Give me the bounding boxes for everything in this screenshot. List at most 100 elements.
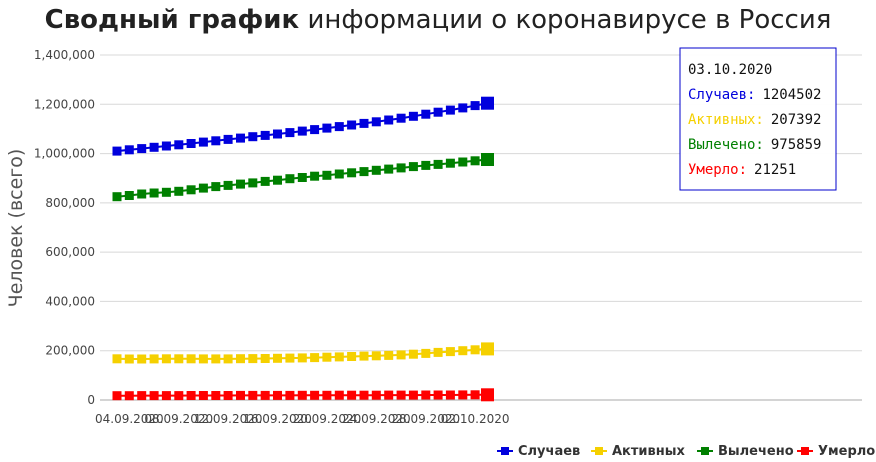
data-point[interactable] [137,144,147,154]
data-point[interactable] [186,185,196,195]
data-point[interactable] [334,122,344,132]
data-point[interactable] [285,128,295,138]
data-point[interactable] [359,167,369,177]
data-point[interactable] [236,354,245,364]
data-point[interactable] [359,351,369,361]
data-point[interactable] [137,189,147,199]
data-point[interactable] [297,353,307,363]
data-point[interactable] [174,186,184,196]
data-point[interactable] [359,118,369,128]
data-point[interactable] [433,347,443,357]
data-point[interactable] [384,390,394,400]
data-point[interactable] [322,352,332,362]
data-point[interactable] [297,390,307,400]
data-point[interactable] [149,188,159,198]
data-point[interactable] [310,353,320,363]
data-point[interactable] [285,353,295,363]
data-point[interactable] [248,132,258,142]
data-point[interactable] [334,352,344,362]
data-point[interactable] [174,140,184,150]
data-point[interactable] [124,354,134,364]
data-point[interactable] [359,390,369,400]
data-point[interactable] [408,390,418,400]
data-point[interactable] [211,136,221,146]
data-point[interactable] [421,390,431,400]
data-point[interactable] [481,342,494,356]
data-point[interactable] [223,134,233,144]
data-point[interactable] [334,169,344,179]
data-point[interactable] [297,126,307,136]
data-point[interactable] [198,137,208,147]
data-point[interactable] [421,348,431,358]
data-point[interactable] [112,146,122,156]
data-point[interactable] [112,192,122,202]
data-point[interactable] [458,346,468,356]
data-point[interactable] [124,191,134,200]
data-point[interactable] [322,170,332,180]
data-point[interactable] [458,390,468,400]
data-point[interactable] [310,125,320,135]
data-point[interactable] [112,391,122,401]
data-point[interactable] [260,354,270,363]
data-point[interactable] [198,183,208,193]
data-point[interactable] [371,351,381,361]
data-point[interactable] [347,390,357,400]
data-point[interactable] [458,157,468,167]
data-point[interactable] [273,175,282,185]
data-point[interactable] [470,345,480,355]
data-point[interactable] [273,129,282,139]
data-point[interactable] [223,354,233,364]
legend-item[interactable]: Случаев [497,444,580,459]
data-point[interactable] [396,163,406,173]
data-point[interactable] [273,390,282,400]
data-point[interactable] [384,350,394,360]
data-point[interactable] [396,113,406,123]
data-point[interactable] [236,390,245,400]
data-point[interactable] [137,354,147,364]
data-point[interactable] [273,353,282,363]
data-point[interactable] [384,164,394,174]
data-point[interactable] [285,174,295,184]
data-point[interactable] [198,354,208,364]
data-point[interactable] [161,141,171,151]
data-point[interactable] [445,158,455,168]
data-point[interactable] [198,391,208,400]
legend-item[interactable]: Вылечено [697,444,794,459]
data-point[interactable] [149,391,159,401]
data-point[interactable] [285,390,295,400]
data-point[interactable] [371,117,381,127]
data-point[interactable] [186,139,196,148]
data-point[interactable] [481,388,494,402]
data-point[interactable] [433,159,443,169]
data-point[interactable] [481,153,494,166]
data-point[interactable] [248,354,258,364]
data-point[interactable] [211,354,221,364]
data-point[interactable] [384,115,394,125]
data-point[interactable] [470,156,480,166]
data-point[interactable] [260,130,270,140]
data-point[interactable] [458,103,468,113]
data-point[interactable] [310,171,320,181]
data-point[interactable] [445,390,455,400]
data-point[interactable] [421,160,431,170]
data-point[interactable] [371,390,381,400]
data-point[interactable] [396,350,406,360]
data-point[interactable] [186,391,196,400]
data-point[interactable] [481,96,494,110]
data-point[interactable] [137,391,147,401]
data-point[interactable] [149,354,159,364]
data-point[interactable] [347,120,357,130]
data-point[interactable] [408,162,418,172]
data-point[interactable] [124,145,134,155]
data-point[interactable] [149,142,159,152]
data-point[interactable] [297,173,307,182]
data-point[interactable] [334,390,344,400]
data-point[interactable] [112,354,122,364]
data-point[interactable] [161,354,171,364]
data-point[interactable] [236,179,245,189]
data-point[interactable] [408,349,418,359]
data-point[interactable] [174,354,184,364]
data-point[interactable] [445,347,455,357]
data-point[interactable] [433,390,443,400]
data-point[interactable] [396,390,406,400]
